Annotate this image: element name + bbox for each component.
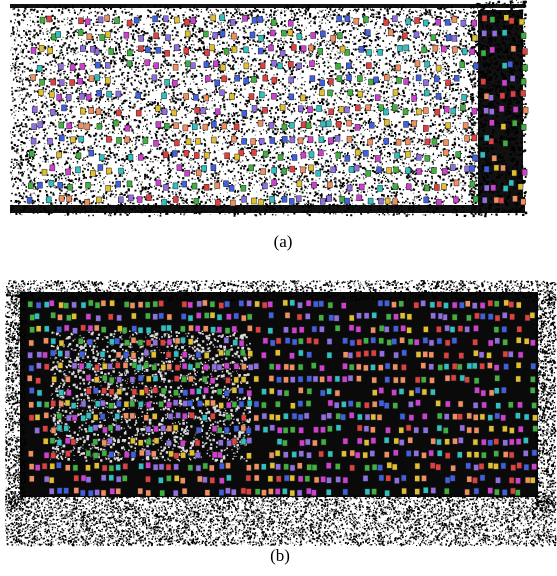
caption: (a) bbox=[274, 232, 293, 251]
point-cloud-a bbox=[10, 0, 528, 217]
figure: (a) (b) bbox=[0, 0, 557, 576]
feature-marker bbox=[31, 16, 515, 205]
point-cloud-b bbox=[5, 280, 557, 547]
caption: (b) bbox=[270, 546, 290, 565]
speckle bbox=[5, 495, 556, 547]
speckle bbox=[535, 290, 557, 512]
